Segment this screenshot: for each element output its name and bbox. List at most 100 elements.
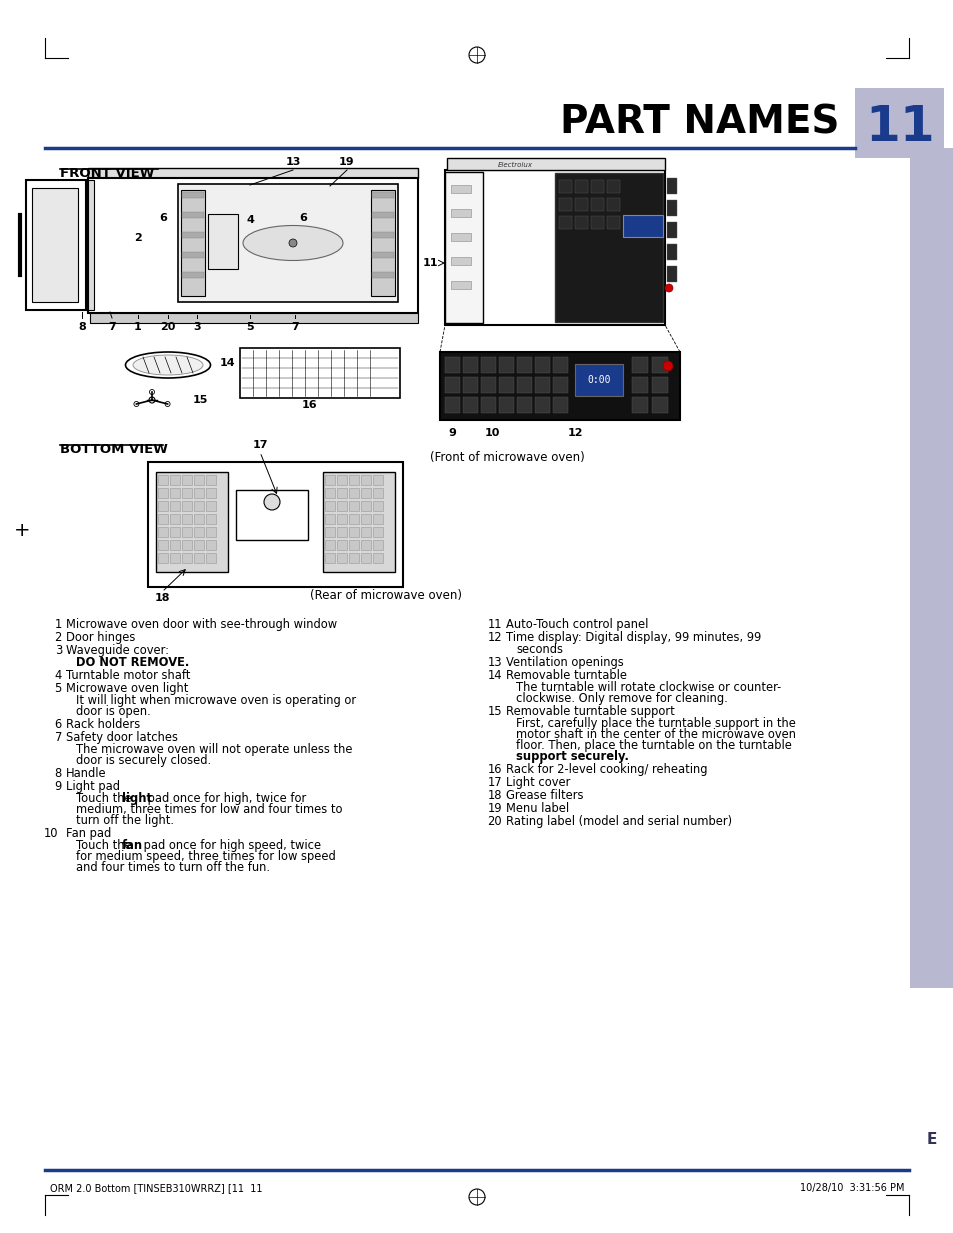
Text: Light pad: Light pad <box>66 780 120 793</box>
Bar <box>666 222 677 238</box>
Text: 19: 19 <box>339 157 355 166</box>
Bar <box>182 526 192 538</box>
Bar <box>606 180 619 194</box>
Bar <box>498 358 514 374</box>
Bar <box>909 148 953 988</box>
Bar <box>360 552 371 563</box>
Bar <box>193 526 204 538</box>
Text: Menu label: Menu label <box>505 801 569 815</box>
Bar <box>349 514 358 524</box>
Text: 12: 12 <box>487 631 501 644</box>
Text: Touch the: Touch the <box>76 838 135 852</box>
Bar <box>360 501 371 510</box>
Bar <box>373 540 382 550</box>
Text: 11: 11 <box>422 258 437 268</box>
Bar <box>336 514 347 524</box>
Bar <box>558 180 572 194</box>
Text: +: + <box>13 520 30 540</box>
Text: Fan pad: Fan pad <box>66 827 112 840</box>
Text: 16: 16 <box>487 763 501 776</box>
Bar <box>182 212 204 218</box>
Text: 15: 15 <box>193 395 208 404</box>
Bar <box>372 232 394 238</box>
Bar <box>182 192 204 199</box>
Bar <box>517 358 532 374</box>
Bar <box>462 358 477 374</box>
Text: 2: 2 <box>134 233 142 243</box>
Text: E: E <box>926 1132 936 1148</box>
Bar <box>182 514 192 524</box>
Bar <box>444 377 459 393</box>
Text: 6: 6 <box>54 718 62 731</box>
Bar <box>193 552 204 563</box>
Bar <box>325 552 335 563</box>
Bar <box>181 190 205 296</box>
Text: 16: 16 <box>302 399 317 411</box>
Bar <box>182 488 192 498</box>
Text: Time display: Digital display, 99 minutes, 99: Time display: Digital display, 99 minute… <box>505 631 760 644</box>
Bar <box>651 377 667 393</box>
Bar <box>206 501 215 510</box>
Bar <box>349 475 358 485</box>
Bar <box>666 266 677 282</box>
Bar <box>451 256 471 265</box>
Bar <box>498 397 514 413</box>
Bar <box>606 216 619 229</box>
Bar <box>444 397 459 413</box>
Bar <box>336 526 347 538</box>
Bar <box>170 526 180 538</box>
Text: seconds: seconds <box>516 642 562 656</box>
Bar <box>170 501 180 510</box>
Bar <box>372 212 394 218</box>
Bar <box>349 552 358 563</box>
Bar <box>480 358 496 374</box>
Bar <box>631 397 647 413</box>
Bar <box>193 488 204 498</box>
Bar <box>372 192 394 199</box>
Bar <box>535 358 550 374</box>
Circle shape <box>662 361 672 371</box>
Text: 10/28/10  3:31:56 PM: 10/28/10 3:31:56 PM <box>800 1182 904 1194</box>
Bar <box>360 488 371 498</box>
Text: 20: 20 <box>160 322 175 332</box>
Bar <box>156 472 228 572</box>
Bar <box>325 540 335 550</box>
Text: 7: 7 <box>108 322 115 332</box>
Bar <box>555 173 662 322</box>
Text: 14: 14 <box>487 670 501 682</box>
Text: The turntable will rotate clockwise or counter-: The turntable will rotate clockwise or c… <box>516 681 781 694</box>
Bar <box>349 501 358 510</box>
Bar <box>451 210 471 217</box>
Bar <box>666 200 677 216</box>
Bar <box>372 252 394 258</box>
Text: 12: 12 <box>567 428 582 438</box>
Bar <box>158 552 168 563</box>
Text: 8: 8 <box>78 322 86 332</box>
Bar <box>480 397 496 413</box>
Bar <box>349 488 358 498</box>
Bar <box>373 526 382 538</box>
Bar <box>170 540 180 550</box>
Bar <box>372 272 394 277</box>
Bar <box>325 501 335 510</box>
Text: medium, three times for low and four times to: medium, three times for low and four tim… <box>76 803 342 816</box>
Text: floor. Then, place the turntable on the turntable: floor. Then, place the turntable on the … <box>516 739 791 752</box>
Text: 10: 10 <box>44 827 58 840</box>
Bar <box>182 252 204 258</box>
Text: 7: 7 <box>54 731 62 743</box>
Bar <box>360 514 371 524</box>
Bar <box>158 475 168 485</box>
Text: (Front of microwave oven): (Front of microwave oven) <box>430 451 584 465</box>
Bar <box>336 552 347 563</box>
Text: 18: 18 <box>154 593 170 603</box>
Ellipse shape <box>126 351 211 379</box>
Text: Turntable motor shaft: Turntable motor shaft <box>66 670 191 682</box>
Text: Safety door latches: Safety door latches <box>66 731 178 743</box>
Bar <box>88 168 417 178</box>
Bar <box>590 180 603 194</box>
Bar <box>88 180 94 309</box>
Bar <box>590 216 603 229</box>
Text: Removable turntable support: Removable turntable support <box>505 705 674 718</box>
Text: ORM 2.0 Bottom [TINSEB310WRRZ] [11  11: ORM 2.0 Bottom [TINSEB310WRRZ] [11 11 <box>50 1182 262 1194</box>
Bar <box>170 514 180 524</box>
